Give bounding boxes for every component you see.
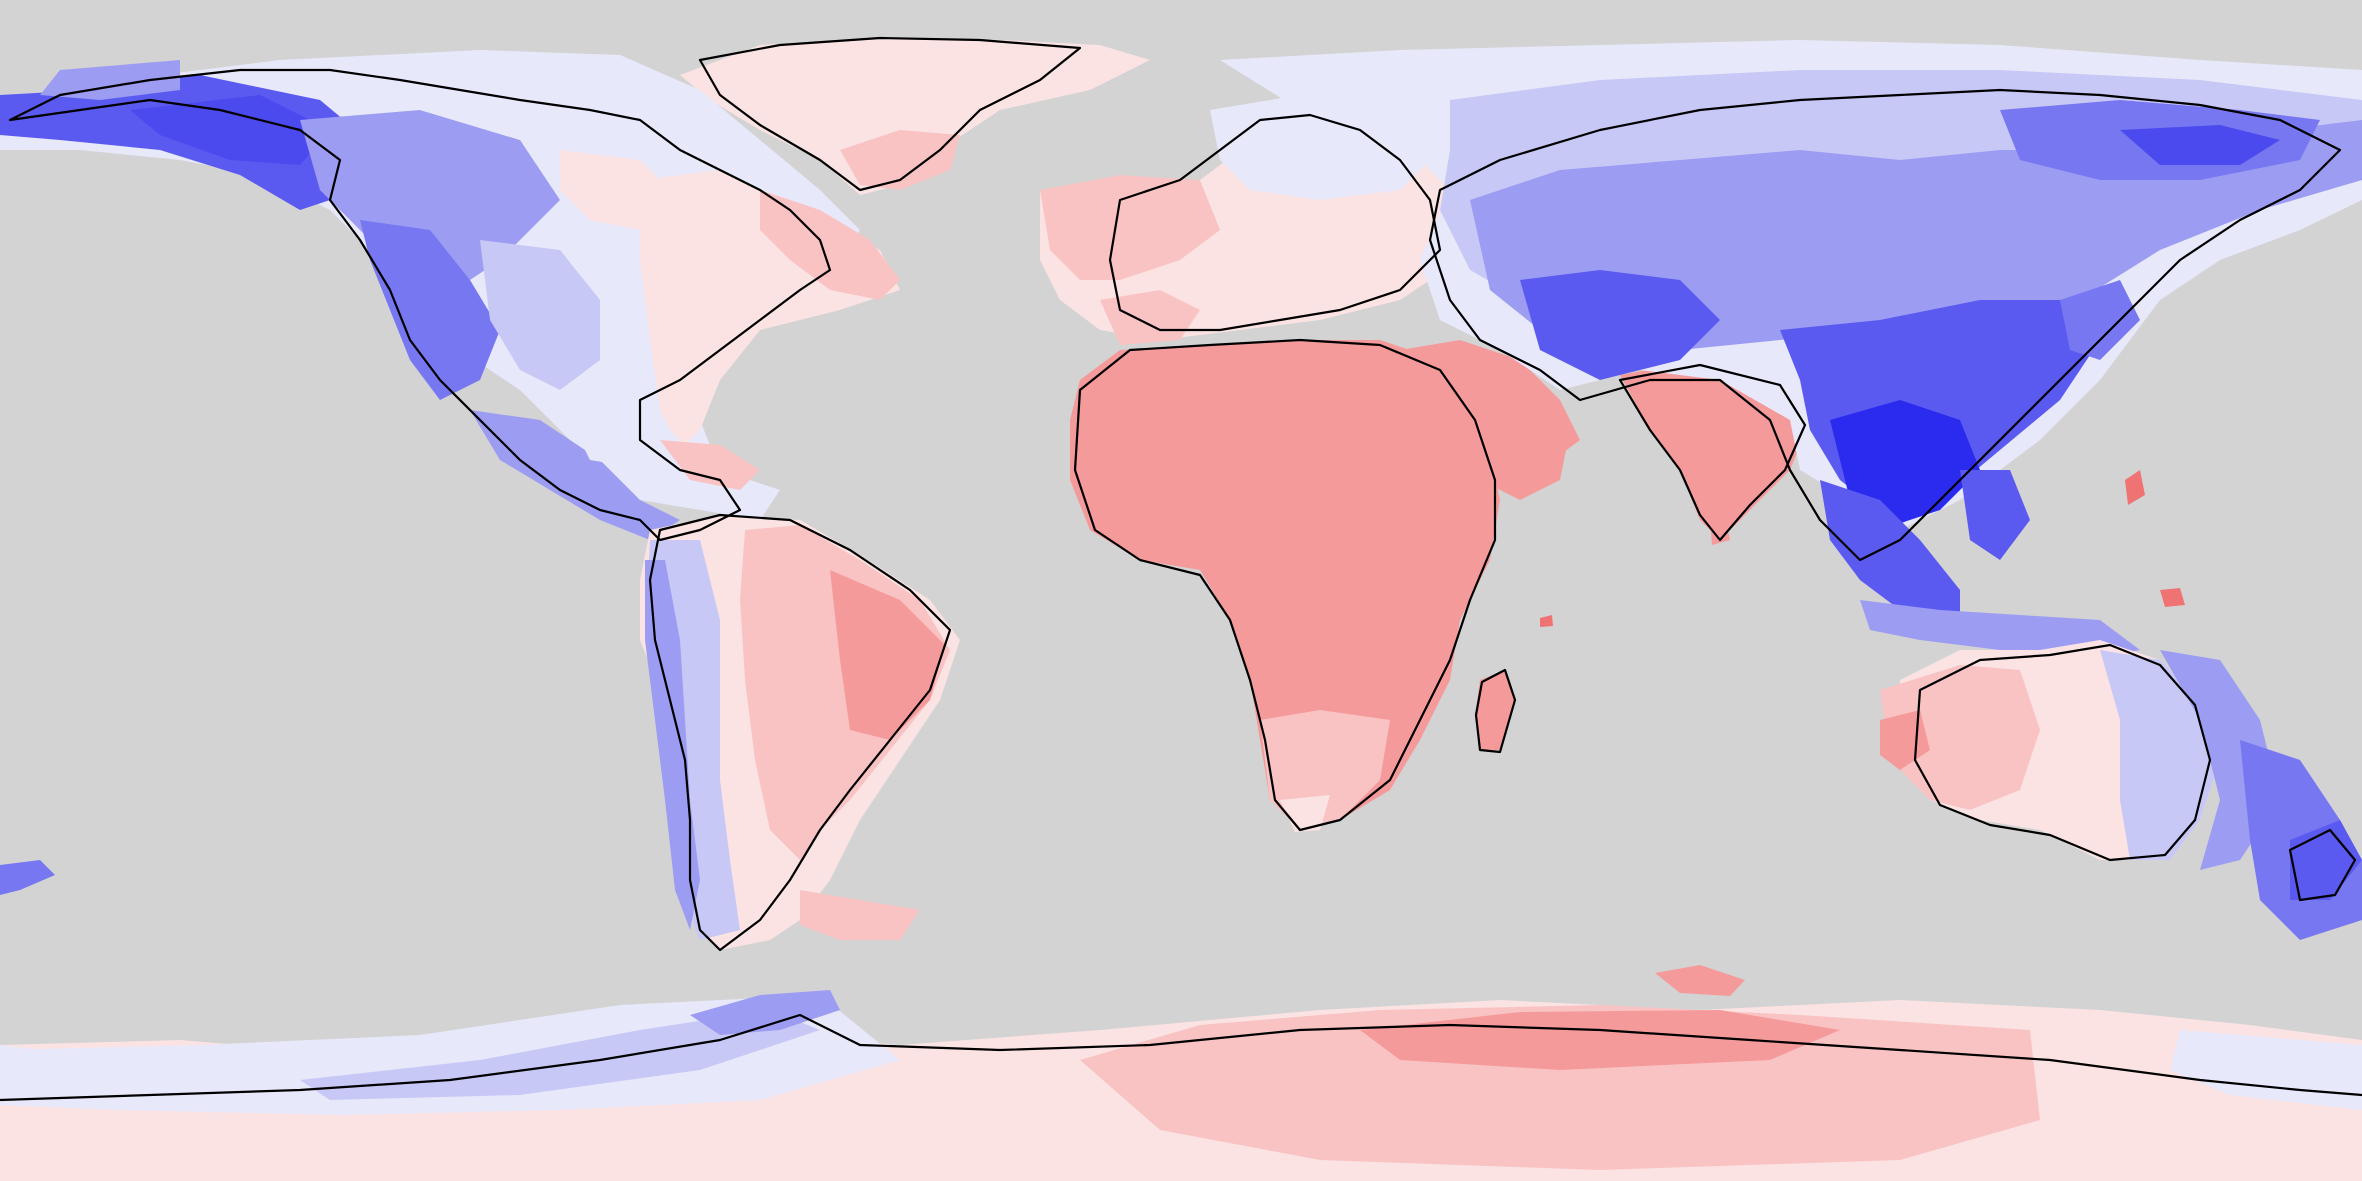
iberia-red xyxy=(1100,290,1200,345)
south-america-field xyxy=(640,515,960,950)
philippines-blue xyxy=(1960,470,2030,560)
sa-patagonia-red xyxy=(800,890,920,940)
india-red xyxy=(1620,360,1810,540)
greenland-base xyxy=(680,38,1150,195)
coastline-south-america xyxy=(648,513,952,952)
sri-lanka-red xyxy=(1710,515,1730,545)
antarctica-field xyxy=(0,965,2362,1181)
coastline-india xyxy=(1618,363,1807,542)
africa-base xyxy=(1070,340,1500,830)
na-labrador-red xyxy=(760,190,900,300)
coastlines xyxy=(0,36,2362,1102)
antarctica-west-blue-inner xyxy=(300,1010,820,1100)
coastline-africa xyxy=(1073,338,1497,832)
antarctica-east-edge-blue xyxy=(2170,1030,2362,1110)
japan-blue xyxy=(2060,280,2140,360)
north-america-field xyxy=(0,50,900,895)
sa-brazil-red xyxy=(830,570,945,740)
coastline-greenland xyxy=(698,36,1082,192)
se-asia-blue xyxy=(1820,480,1960,620)
kazakh-blue xyxy=(1520,270,1720,380)
arabia-red xyxy=(1450,390,1570,500)
europe-atlantic-red xyxy=(1040,175,1220,280)
na-alaska-core xyxy=(130,95,330,165)
pacific-islet-red-1 xyxy=(2125,470,2145,505)
africa-tip-faint xyxy=(1280,795,1330,832)
coastline-australia xyxy=(1913,643,2212,862)
asia-field xyxy=(1220,40,2362,660)
coastline-north-america xyxy=(8,68,832,542)
na-rockies-blue xyxy=(360,220,500,400)
europe-field xyxy=(1040,60,1480,345)
coastline-asia xyxy=(1428,88,2342,562)
pacific-island-blue xyxy=(0,860,55,895)
africa-field xyxy=(1070,340,1810,832)
antarctica-peninsula-blue xyxy=(690,990,840,1035)
coastline-europe xyxy=(1108,113,1442,332)
na-caribbean-red xyxy=(660,440,760,490)
madagascar-red xyxy=(1475,670,1515,750)
pacific-islet-red-2 xyxy=(2160,588,2185,607)
greenland-field xyxy=(680,38,1150,195)
na-plains-light xyxy=(480,240,600,390)
kerguelen-red xyxy=(1655,965,1745,996)
na-gulf-light xyxy=(560,400,680,470)
coastline-madagascar xyxy=(1474,668,1517,754)
siberia-east-core xyxy=(2120,125,2280,165)
coastline-new-zealand xyxy=(2288,828,2357,902)
canada-arctic-bluer xyxy=(40,60,180,100)
antarctica-ross-blue xyxy=(0,1045,120,1095)
greenland-south-red xyxy=(840,130,960,190)
na-mexico-blue xyxy=(470,410,680,540)
na-hudson-red xyxy=(560,150,680,230)
coastline-antarctica xyxy=(0,1013,2362,1102)
indian-ocean-islet-red xyxy=(1540,615,1553,627)
